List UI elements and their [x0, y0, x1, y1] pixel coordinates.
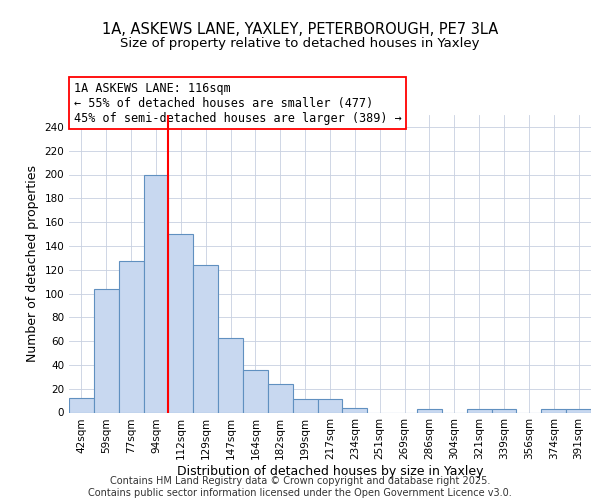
Bar — [69, 398, 94, 412]
Text: 1A, ASKEWS LANE, YAXLEY, PETERBOROUGH, PE7 3LA: 1A, ASKEWS LANE, YAXLEY, PETERBOROUGH, P… — [102, 22, 498, 38]
Bar — [541, 409, 566, 412]
Bar — [218, 338, 243, 412]
Bar — [467, 409, 491, 412]
Bar — [317, 400, 343, 412]
Bar — [193, 265, 218, 412]
X-axis label: Distribution of detached houses by size in Yaxley: Distribution of detached houses by size … — [177, 465, 483, 478]
Bar — [566, 409, 591, 412]
Bar — [491, 409, 517, 412]
Text: Size of property relative to detached houses in Yaxley: Size of property relative to detached ho… — [120, 38, 480, 51]
Y-axis label: Number of detached properties: Number of detached properties — [26, 165, 39, 362]
Bar — [243, 370, 268, 412]
Bar — [119, 262, 143, 412]
Bar — [293, 400, 317, 412]
Bar — [343, 408, 367, 412]
Bar — [143, 174, 169, 412]
Bar — [94, 288, 119, 412]
Text: Contains HM Land Registry data © Crown copyright and database right 2025.
Contai: Contains HM Land Registry data © Crown c… — [88, 476, 512, 498]
Text: 1A ASKEWS LANE: 116sqm
← 55% of detached houses are smaller (477)
45% of semi-de: 1A ASKEWS LANE: 116sqm ← 55% of detached… — [74, 82, 402, 124]
Bar — [417, 409, 442, 412]
Bar — [268, 384, 293, 412]
Bar — [169, 234, 193, 412]
